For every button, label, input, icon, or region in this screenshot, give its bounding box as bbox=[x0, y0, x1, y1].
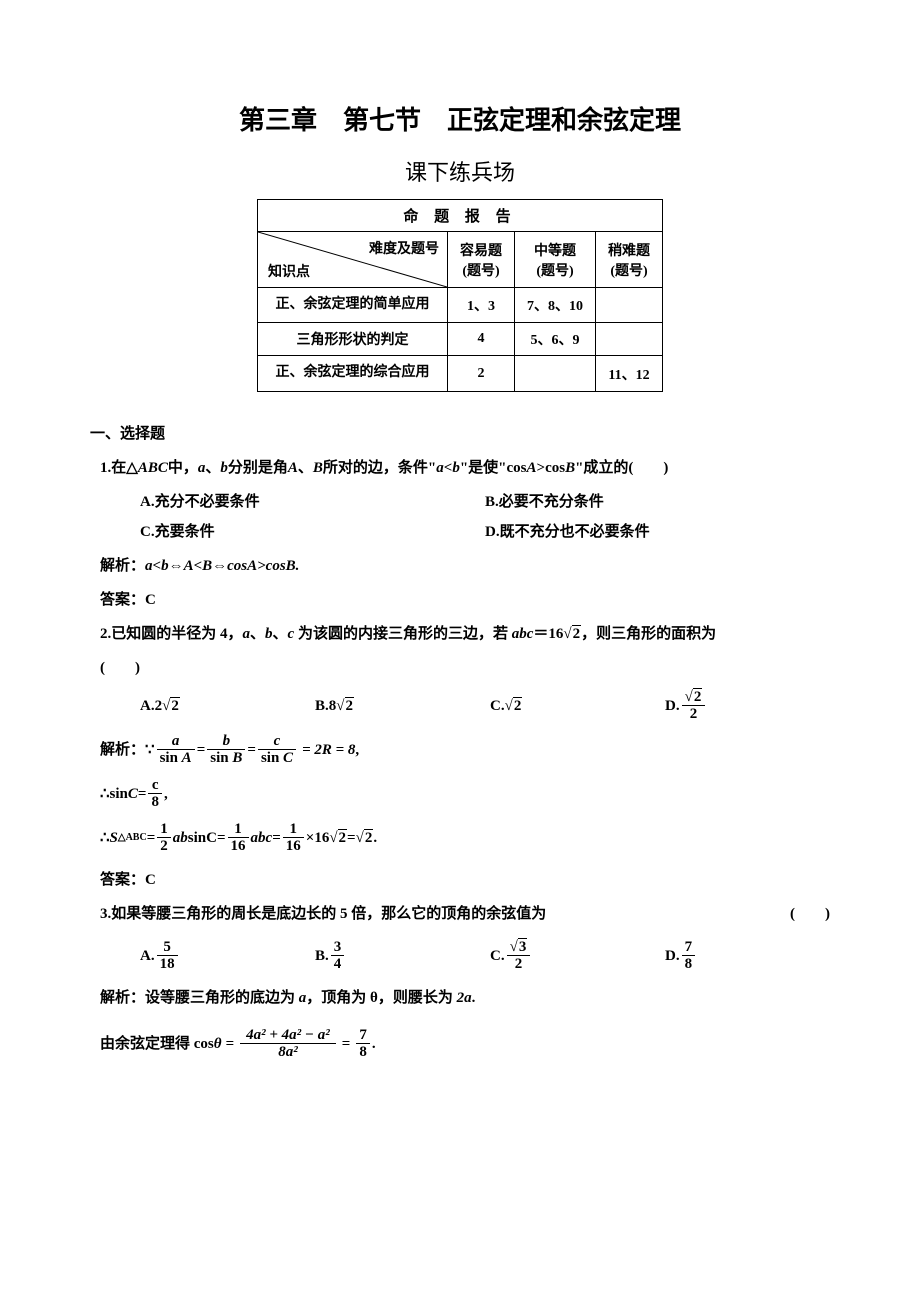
q-num: 2. bbox=[100, 626, 111, 642]
option-c: C.充要条件 bbox=[140, 517, 485, 547]
option-a: A.充分不必要条件 bbox=[140, 487, 485, 517]
answer-label: 答案： bbox=[100, 872, 145, 888]
analysis-label: 解析： bbox=[100, 735, 145, 765]
table-row: 正、余弦定理的简单应用 1、3 7、8、10 bbox=[258, 288, 663, 323]
cell bbox=[515, 356, 596, 391]
page-subtitle: 课下练兵场 bbox=[90, 155, 830, 187]
option-c: C.2 bbox=[490, 689, 655, 723]
analysis-label: 解析： bbox=[100, 558, 145, 574]
blank: ( ) bbox=[100, 660, 140, 676]
cell: 4 bbox=[448, 323, 515, 356]
diag-bottom-label: 知识点 bbox=[268, 261, 310, 281]
q-num: 3. bbox=[100, 906, 111, 922]
option-b: B.34 bbox=[315, 939, 480, 973]
cell bbox=[596, 288, 663, 323]
question-1: 1.在△ABC中，a、b分别是角A、B所对的边，条件"a<b"是使"cosA>c… bbox=[100, 453, 830, 615]
blank: ( ) bbox=[790, 899, 830, 929]
col-header: 中等题(题号) bbox=[515, 232, 596, 288]
cell: 7、8、10 bbox=[515, 288, 596, 323]
analysis-text: a<b⇔A<B⇔cosA>cosB. bbox=[145, 558, 299, 574]
q-num: 1. bbox=[100, 460, 111, 476]
cell: 5、6、9 bbox=[515, 323, 596, 356]
diag-header-cell: 难度及题号 知识点 bbox=[258, 232, 448, 288]
table-row: 正、余弦定理的综合应用 2 11、12 bbox=[258, 356, 663, 391]
option-b: B.82 bbox=[315, 689, 480, 723]
cell: 11、12 bbox=[596, 356, 663, 391]
option-a: A.518 bbox=[140, 939, 305, 973]
option-d: D.既不充分也不必要条件 bbox=[485, 517, 830, 547]
option-a: A.22 bbox=[140, 689, 305, 723]
col-header: 容易题(题号) bbox=[448, 232, 515, 288]
table-caption: 命 题 报 告 bbox=[257, 199, 663, 231]
diag-top-label: 难度及题号 bbox=[369, 238, 439, 258]
answer: C bbox=[145, 872, 156, 888]
col-header: 稍难题(题号) bbox=[596, 232, 663, 288]
analysis-label: 解析： bbox=[100, 990, 145, 1006]
question-2: 2.已知圆的半径为 4，a、b、c 为该圆的内接三角形的三边，若 abc＝162… bbox=[100, 619, 830, 895]
row-label: 正、余弦定理的综合应用 bbox=[258, 356, 448, 391]
options: A.22 B.82 C.2 D.22 bbox=[140, 689, 830, 723]
cell: 2 bbox=[448, 356, 515, 391]
options: A.充分不必要条件 B.必要不充分条件 bbox=[140, 487, 830, 517]
option-d: D.22 bbox=[665, 689, 830, 723]
cell bbox=[596, 323, 663, 356]
report-table: 命 题 报 告 难度及题号 知识点 容易题(题号) 中等题(题号) 稍难题(题号… bbox=[257, 199, 663, 392]
option-c: C.32 bbox=[490, 939, 655, 973]
page-title: 第三章 第七节 正弦定理和余弦定理 bbox=[90, 100, 830, 137]
options: C.充要条件 D.既不充分也不必要条件 bbox=[140, 517, 830, 547]
question-3: 3.如果等腰三角形的周长是底边长的 5 倍，那么它的顶角的余弦值为 ( ) A.… bbox=[100, 899, 830, 1061]
options: A.518 B.34 C.32 D.78 bbox=[140, 939, 830, 973]
answer-label: 答案： bbox=[100, 592, 145, 608]
section-header: 一、选择题 bbox=[90, 422, 830, 443]
option-d: D.78 bbox=[665, 939, 830, 973]
cell: 1、3 bbox=[448, 288, 515, 323]
answer: C bbox=[145, 592, 156, 608]
table-row: 三角形形状的判定 4 5、6、9 bbox=[258, 323, 663, 356]
option-b: B.必要不充分条件 bbox=[485, 487, 830, 517]
row-label: 三角形形状的判定 bbox=[258, 323, 448, 356]
row-label: 正、余弦定理的简单应用 bbox=[258, 288, 448, 323]
